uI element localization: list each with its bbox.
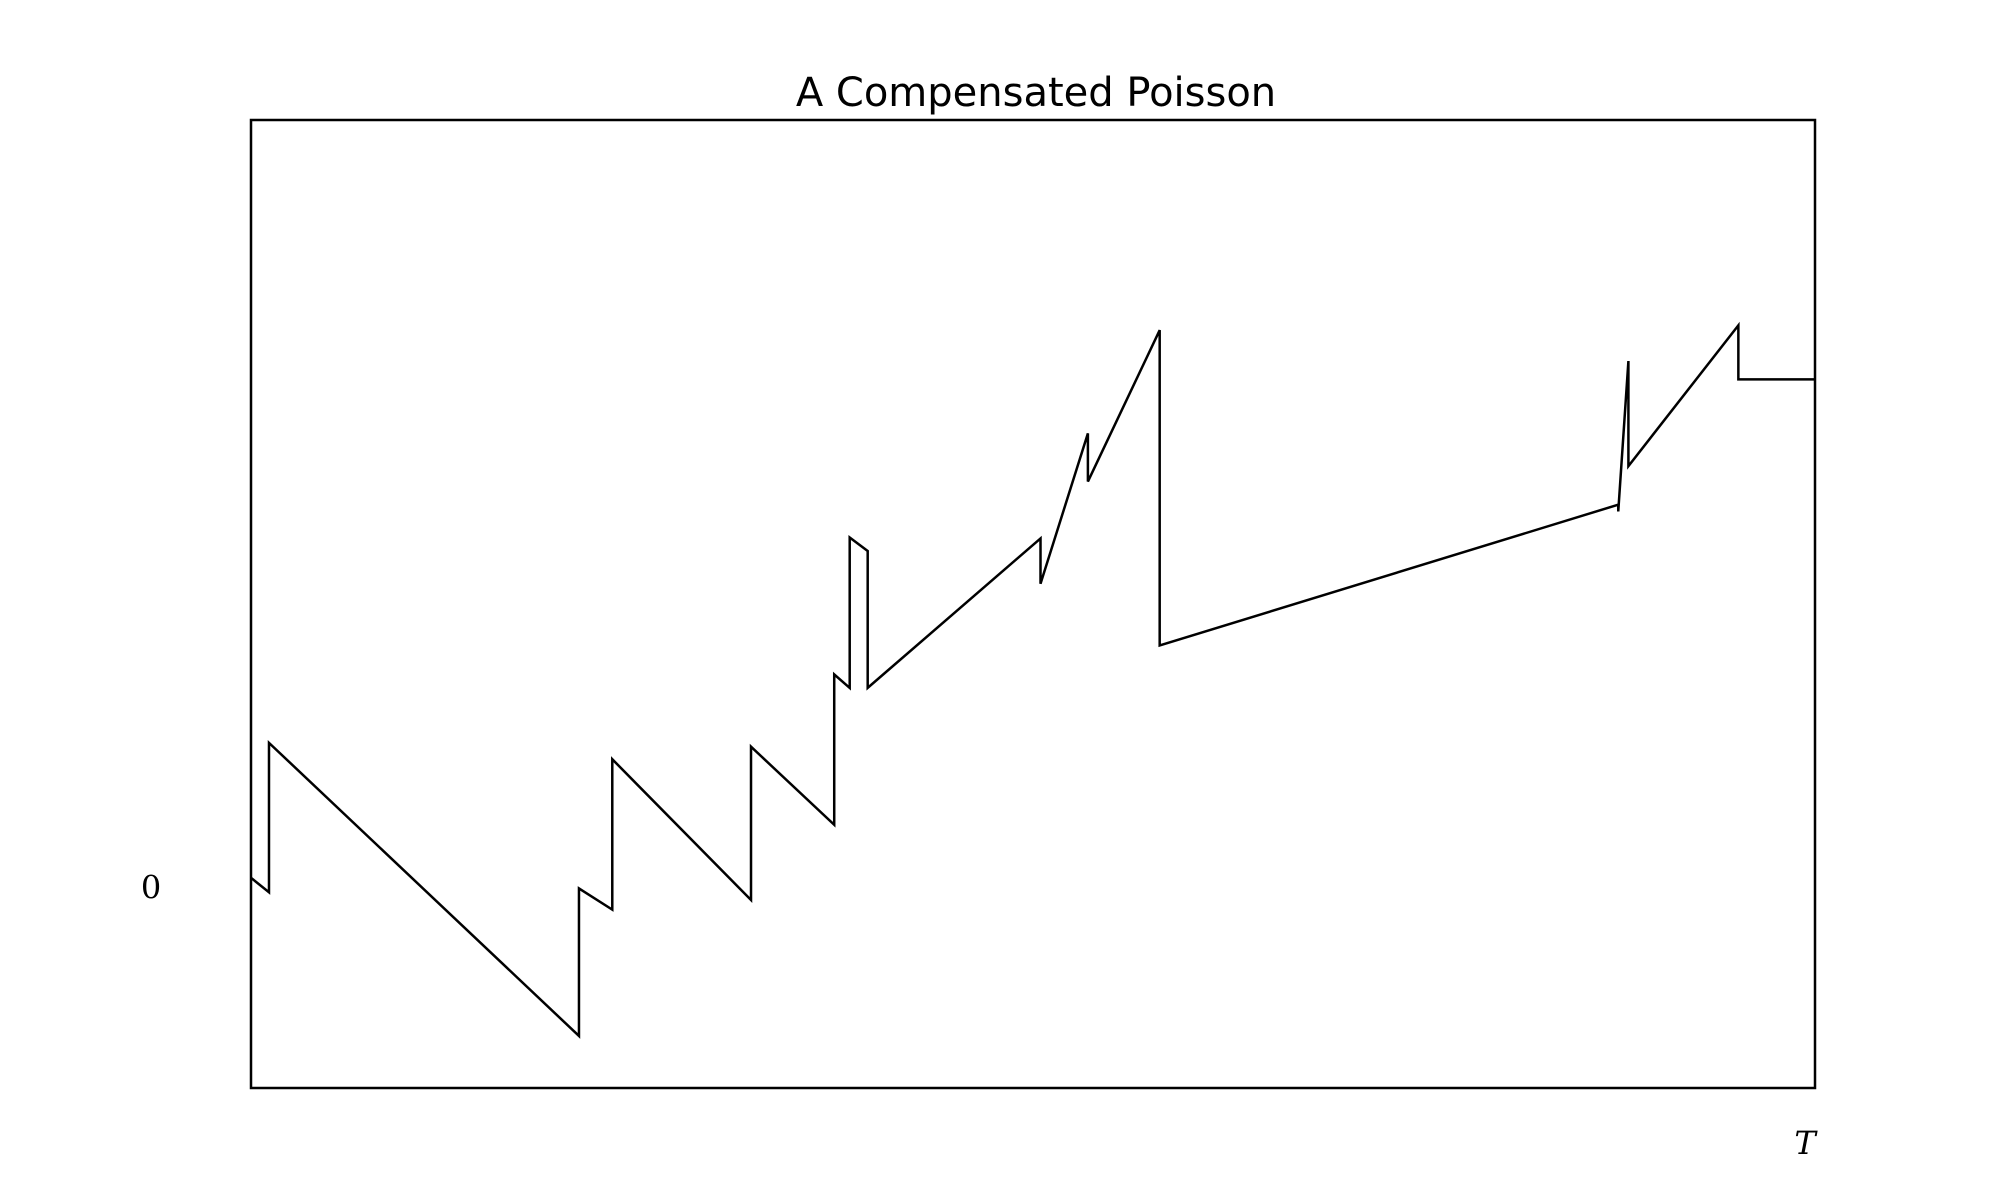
- y-axis-ticks: 0: [141, 868, 161, 906]
- y-tick-label: 0: [141, 868, 161, 906]
- chart-title: A Compensated Poisson: [796, 70, 1276, 116]
- plot-frame: [249, 118, 1817, 1090]
- series-line: [250, 321, 1815, 1039]
- x-tick-label: T: [1794, 1124, 1818, 1162]
- plot-area: [249, 118, 1817, 1090]
- x-axis-ticks: T: [1794, 1124, 1818, 1162]
